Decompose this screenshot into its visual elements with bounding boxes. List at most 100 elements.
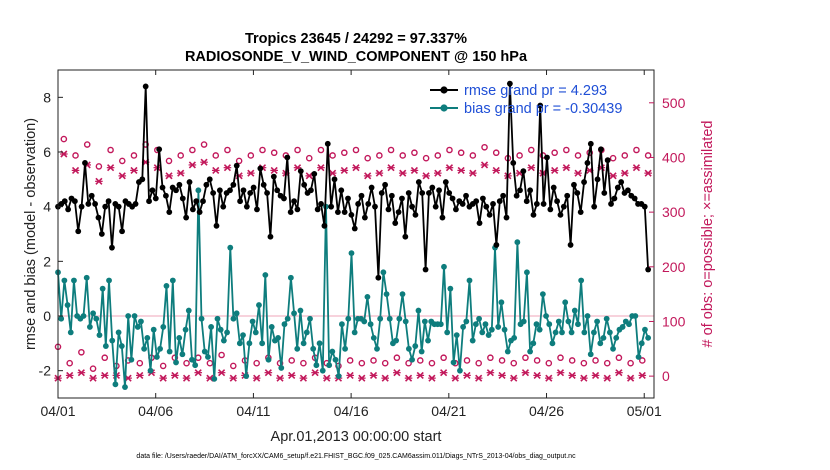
bias-point <box>613 334 620 341</box>
obs-assimilated-point <box>550 166 559 174</box>
legend-rmse-marker <box>440 86 448 94</box>
rmse-point <box>176 181 183 188</box>
obs-assimilated-point <box>463 371 471 379</box>
rmse-point <box>102 203 109 210</box>
bias-point <box>201 348 208 355</box>
obs-assimilated-point <box>194 369 203 377</box>
rmse-point <box>193 198 200 205</box>
bias-point <box>220 337 227 344</box>
rmse-point <box>365 201 372 207</box>
rmse-point <box>611 195 618 202</box>
bias-point <box>559 329 565 336</box>
bias-point <box>501 326 508 333</box>
bias-point <box>645 334 652 341</box>
rmse-point <box>139 176 146 183</box>
rmse-point <box>591 203 598 210</box>
obs-assimilated-point <box>171 371 179 379</box>
rmse-point <box>520 168 527 175</box>
rmse-point <box>537 102 544 109</box>
bias-point <box>109 337 116 344</box>
obs-assimilated-point <box>439 369 448 377</box>
bias-point <box>568 329 575 336</box>
rmse-point <box>645 266 652 273</box>
bias-point <box>182 326 189 333</box>
rmse-point <box>577 209 584 216</box>
bias-point <box>399 291 406 298</box>
right-y-tick-label: 500 <box>662 95 686 111</box>
rmse-point <box>500 192 507 199</box>
rmse-point <box>395 209 402 216</box>
obs-assimilated-point <box>480 161 489 169</box>
obs-assimilated-point <box>358 374 366 382</box>
obs-possible-point <box>358 359 366 367</box>
obs-assimilated-point <box>632 164 641 172</box>
rmse-point <box>571 181 577 188</box>
obs-possible-point <box>189 146 196 154</box>
bias-point <box>444 329 451 336</box>
rmse-point <box>382 181 389 188</box>
rmse-point <box>267 233 274 240</box>
obs-assimilated-point <box>410 166 419 174</box>
rmse-point <box>388 192 395 199</box>
bias-point <box>520 318 527 325</box>
bias-point <box>64 302 71 308</box>
obs-possible-point <box>516 152 523 159</box>
bias-point <box>472 321 479 328</box>
bias-point <box>533 321 540 328</box>
bias-point <box>93 315 100 322</box>
rmse-point <box>540 201 547 207</box>
obs-assimilated-point <box>591 371 600 379</box>
rmse-point <box>530 211 537 218</box>
rmse-point <box>301 181 308 188</box>
rmse-point <box>65 206 72 213</box>
obs-possible-point <box>89 365 97 372</box>
bias-point <box>185 307 192 314</box>
rmse-point <box>88 192 95 199</box>
bias-point <box>332 356 339 363</box>
bias-point <box>214 315 221 322</box>
obs-assimilated-point <box>136 371 144 379</box>
obs-assimilated-point <box>176 169 185 177</box>
bias-point <box>606 329 613 336</box>
rmse-point <box>331 176 338 183</box>
obs-possible-point <box>183 359 190 367</box>
bias-point <box>227 244 234 251</box>
rmse-point <box>358 192 365 199</box>
rmse-point <box>544 154 550 161</box>
obs-possible-point <box>317 146 325 154</box>
bias-point <box>342 345 348 352</box>
rmse-point <box>78 203 85 210</box>
obs-assimilated-point <box>363 172 372 180</box>
obs-assimilated-point <box>95 177 103 185</box>
obs-assimilated-point <box>165 172 173 180</box>
rmse-point <box>493 242 500 248</box>
rmse-point <box>402 233 409 240</box>
bias-point <box>351 329 358 336</box>
bias-point <box>297 307 304 314</box>
bias-point <box>591 329 597 336</box>
rmse-point <box>449 195 456 202</box>
rmse-point <box>243 203 250 210</box>
bias-point <box>307 315 313 322</box>
rmse-point <box>412 211 419 218</box>
bias-point <box>118 343 125 349</box>
obs-possible-point <box>481 143 488 151</box>
obs-possible-point <box>72 152 79 159</box>
y-tick-label: 0 <box>43 308 51 324</box>
obs-assimilated-point <box>609 172 617 180</box>
obs-possible-point <box>592 357 599 364</box>
obs-assimilated-point <box>527 164 536 172</box>
bias-point <box>138 318 144 325</box>
bias-point <box>552 329 559 336</box>
obs-assimilated-point <box>264 369 273 377</box>
bias-point <box>367 321 374 328</box>
rmse-point <box>240 187 247 194</box>
chart-title: Tropics 23645 / 24292 = 97.337% <box>245 31 467 47</box>
bias-point <box>571 307 578 314</box>
right-y-tick-label: 200 <box>662 259 686 275</box>
obs-assimilated-point <box>580 374 588 382</box>
obs-possible-point <box>387 146 395 154</box>
rmse-point <box>61 198 68 205</box>
bias-point <box>195 187 202 194</box>
x-axis-label: Apr.01,2013 00:00:00 start <box>271 429 442 445</box>
